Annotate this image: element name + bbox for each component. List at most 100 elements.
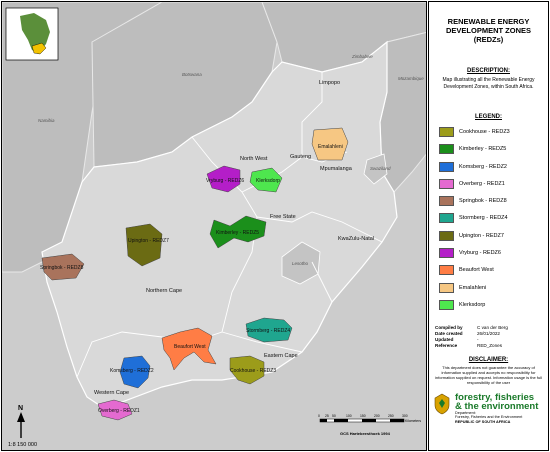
province-limpopo-label: Limpopo	[319, 80, 340, 86]
mozambique-label: Mozambique	[398, 76, 424, 81]
legend-list: Cookhouse - REDZ3 Kimberley - REDZ5 Koms…	[429, 126, 548, 311]
zone-cookhouse-label: Cookhouse - REDZ3	[230, 368, 276, 374]
legend-label: Beaufort West	[459, 267, 494, 274]
scalebar-tick-label: 250	[388, 414, 394, 418]
disclaimer-text: This department does not guarantee the a…	[435, 364, 542, 385]
north-arrow: N	[17, 405, 25, 438]
zone-emalahleni-label: Emalahleni	[318, 144, 343, 150]
legend-item[interactable]: Beaufort West	[439, 264, 548, 276]
botswana-label: Botswana	[182, 72, 202, 77]
legend-label: Vryburg - REDZ6	[459, 250, 501, 257]
zone-cookhouse-polygon[interactable]	[229, 355, 265, 385]
zone-emalahleni-polygon[interactable]	[311, 127, 349, 161]
scalebar-tick-label: 25	[325, 414, 329, 418]
zone-kimberley-polygon[interactable]	[209, 215, 267, 249]
legend-item[interactable]: Cookhouse - REDZ3	[439, 126, 548, 138]
scale-ratio-text: 1:8 150 000	[8, 442, 37, 448]
zone-upington-label: Upington - REDZ7	[128, 238, 169, 244]
legend-label: Springbok - REDZ8	[459, 198, 507, 205]
scalebar: 0 25 50 100 150 200 250 300 Kilometers GCS Hart…	[318, 414, 421, 436]
lesotho-label: Lesotho	[292, 261, 309, 266]
legend-swatch	[439, 161, 454, 172]
legend-heading: LEGEND:	[475, 114, 502, 120]
compiled-by-value: C van der Berg	[477, 324, 508, 330]
department-sub1: Department:	[455, 410, 476, 415]
zone-overberg-polygon[interactable]	[97, 399, 133, 421]
map-metadata: Compiled by C van der Berg Date created 26…	[435, 325, 548, 349]
map-canvas[interactable]: Botswana Namibia Mozambique Zimbabwe Swa…	[2, 2, 427, 451]
legend-swatch	[439, 282, 454, 293]
zone-vryburg-polygon[interactable]	[206, 165, 241, 193]
legend-item[interactable]: Komsberg - REDZ2	[439, 161, 548, 173]
scalebar-tick-label: 300	[402, 414, 408, 418]
compiled-by-key: Compiled by	[435, 324, 463, 330]
coat-of-arms-icon	[434, 393, 450, 415]
zone-klerksdorp-label: Klerksdorp	[256, 178, 280, 184]
legend-swatch	[439, 265, 454, 276]
province-free-state-label: Free State	[270, 214, 296, 220]
scalebar-tick-label: 100	[346, 414, 352, 418]
legend-item[interactable]: Springbok - REDZ8	[439, 195, 548, 207]
legend-item[interactable]: Klerksdorp	[439, 299, 548, 311]
legend-swatch	[439, 299, 454, 310]
zone-stormberg-label: Stormberg - REDZ4	[246, 328, 290, 334]
legend-swatch	[439, 230, 454, 241]
map-title: RENEWABLE ENERGY DEVELOPMENT ZONES (REDZ…	[445, 17, 531, 44]
legend-label: Cookhouse - REDZ3	[459, 129, 510, 135]
map-frame[interactable]: Botswana Namibia Mozambique Zimbabwe Swa…	[1, 1, 427, 451]
department-name-line1: forestry, fisheries	[455, 391, 535, 403]
zone-springbok-label: Springbok - REDZ8	[40, 265, 84, 271]
province-northern-cape-label: Northern Cape	[146, 288, 182, 294]
legend-label: Klerksdorp	[459, 301, 486, 308]
updated-key: Updated	[435, 336, 454, 342]
zone-overberg-label: Overberg - REDZ1	[98, 408, 140, 414]
scalebar-tick-label: 50	[332, 414, 336, 418]
zone-vryburg-label: Vryburg - REDZ6	[206, 178, 244, 184]
zone-springbok-polygon[interactable]	[41, 253, 85, 281]
zone-kimberley-label: Kimberley - REDZ5	[216, 230, 259, 236]
department-name-line2: & the environment	[455, 400, 539, 412]
legend-swatch	[439, 213, 454, 224]
scalebar-unit: Kilometers	[405, 419, 421, 423]
reference-key: Reference	[435, 342, 458, 348]
legend-item[interactable]: Stormberg - REDZ4	[439, 212, 548, 224]
legend-label: Overberg - REDZ1	[459, 180, 505, 187]
legend-swatch	[439, 196, 454, 207]
legend-label: Emalahleni	[459, 284, 487, 291]
swaziland-country	[363, 153, 388, 185]
legend-label: Stormberg - REDZ4	[459, 215, 508, 222]
scalebar-tick-label: 200	[374, 414, 380, 418]
zone-beaufort-label: Beaufort West	[174, 344, 206, 350]
zone-komsberg-polygon[interactable]	[119, 355, 151, 389]
north-arrow-letter: N	[18, 405, 23, 412]
legend-label: Kimberley - REDZ5	[459, 146, 507, 153]
reference-value: RED_Zones	[477, 342, 503, 348]
legend-swatch	[439, 127, 454, 137]
legend-item[interactable]: Overberg - REDZ1	[439, 178, 548, 190]
legend-label: Upington - REDZ7	[459, 232, 504, 239]
legend-item[interactable]: Vryburg - REDZ6	[439, 247, 548, 259]
legend-item[interactable]: Emalahleni	[439, 282, 548, 294]
disclaimer-heading: DISCLAIMER:	[468, 356, 509, 363]
scalebar-crs: GCS Hartebeesthoek 1994	[340, 431, 391, 436]
department-logo-block: forestry, fisheries & the environment De…	[433, 393, 548, 424]
province-western-cape-label: Western Cape	[94, 390, 129, 396]
zone-beaufort-polygon[interactable]	[161, 327, 217, 371]
updated-value: -	[477, 336, 479, 342]
inset-locator-map	[5, 7, 59, 61]
description-text: Map illustrating all the Renewable Energ…	[442, 77, 535, 90]
scalebar-tick-label: 150	[360, 414, 366, 418]
province-eastern-cape-label: Eastern Cape	[264, 353, 298, 359]
date-created-key: Date created	[435, 330, 463, 336]
province-gauteng-label: Gauteng	[290, 154, 311, 160]
zone-stormberg-polygon[interactable]	[245, 317, 293, 343]
scalebar-tick-label: 0	[318, 414, 320, 418]
department-sub2: Forestry, Fisheries and the Environment	[455, 415, 523, 420]
date-created-value: 26/01/2022	[477, 330, 500, 336]
legend-item[interactable]: Upington - REDZ7	[439, 230, 548, 242]
legend-swatch	[439, 248, 454, 259]
legend-item[interactable]: Kimberley - REDZ5	[439, 143, 548, 155]
zone-upington-polygon[interactable]	[125, 223, 163, 267]
swaziland-label: Swaziland	[370, 166, 391, 171]
zone-klerksdorp-polygon[interactable]	[249, 167, 283, 193]
